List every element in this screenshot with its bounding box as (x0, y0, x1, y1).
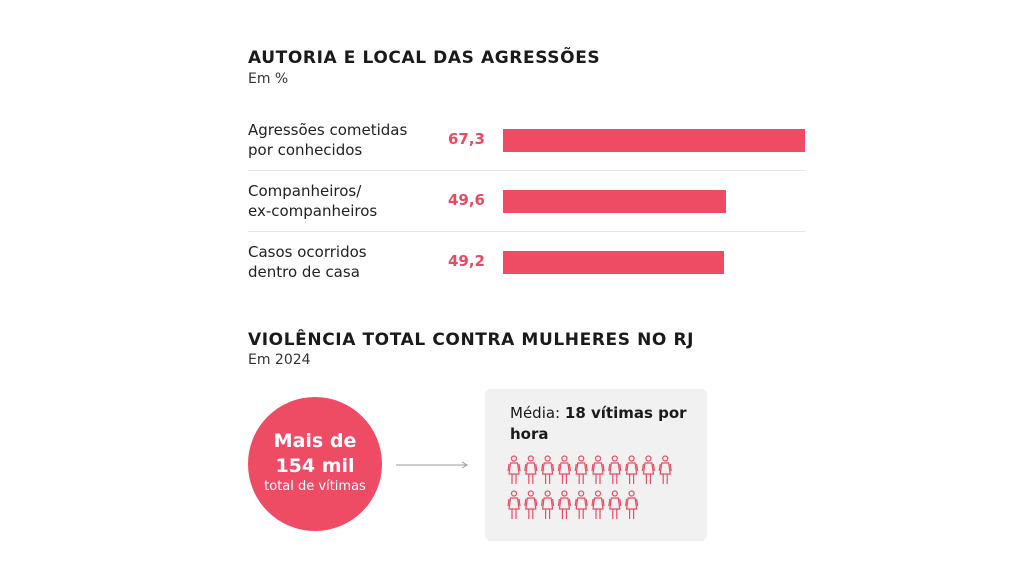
average-value: 18 vítimas por hora (510, 404, 687, 443)
chart-title: AUTORIA E LOCAL DAS AGRESSÕES (248, 48, 601, 68)
value-label: 67,3 (447, 130, 485, 148)
chart-subtitle: Em % (248, 71, 289, 87)
bar-row: Casos ocorridos dentro de casa 49,2 (248, 232, 805, 292)
category-label-line: por conhecidos (248, 141, 363, 159)
category-label-line: Agressões cometidas (248, 121, 408, 139)
person-icon (608, 490, 622, 519)
person-icon (557, 490, 571, 519)
bar-row: Agressões cometidas por conhecidos 67,3 (248, 110, 805, 171)
person-icon (591, 455, 605, 484)
victims-pictogram (507, 455, 672, 519)
person-icon (507, 455, 521, 484)
category-label: Agressões cometidas por conhecidos (248, 120, 438, 160)
person-icon (574, 490, 588, 519)
person-icon (608, 455, 622, 484)
category-label-line: Casos ocorridos (248, 243, 367, 261)
person-icon (524, 490, 538, 519)
person-icon (541, 455, 555, 484)
person-icon (591, 490, 605, 519)
category-label-line: Companheiros/ (248, 182, 362, 200)
circle-line-1: Mais de (273, 430, 357, 452)
person-icon (625, 490, 639, 519)
bar (503, 190, 726, 213)
average-label: Média: (510, 404, 561, 422)
category-label: Companheiros/ex-companheiros (248, 181, 438, 221)
average-panel: Média: 18 vítimas por hora (485, 389, 707, 541)
bar (503, 251, 724, 274)
section-subtitle: Em 2024 (248, 352, 311, 368)
category-label-line: dentro de casa (248, 263, 360, 281)
value-label: 49,6 (447, 191, 485, 209)
total-victims-circle: Mais de 154 mil total de vítimas (248, 397, 382, 531)
category-label: Casos ocorridos dentro de casa (248, 242, 438, 282)
bar-row: Companheiros/ex-companheiros 49,6 (248, 171, 805, 232)
section-title: VIOLÊNCIA TOTAL CONTRA MULHERES NO RJ (248, 330, 695, 350)
arrow-right-icon (396, 461, 468, 469)
person-icon (641, 455, 655, 484)
circle-line-3: total de vítimas (264, 479, 366, 494)
person-icon (658, 455, 672, 484)
bar (503, 129, 805, 152)
person-icon (507, 490, 521, 519)
person-icon (541, 490, 555, 519)
category-label-line: ex-companheiros (248, 202, 378, 220)
person-icon (625, 455, 639, 484)
average-text: Média: 18 vítimas por hora (510, 403, 700, 445)
person-icon (574, 455, 588, 484)
bar-chart: Agressões cometidas por conhecidos 67,3 Com… (248, 110, 805, 292)
value-label: 49,2 (447, 252, 485, 270)
person-icon (557, 455, 571, 484)
circle-line-2: 154 mil (275, 455, 355, 477)
person-icon (524, 455, 538, 484)
